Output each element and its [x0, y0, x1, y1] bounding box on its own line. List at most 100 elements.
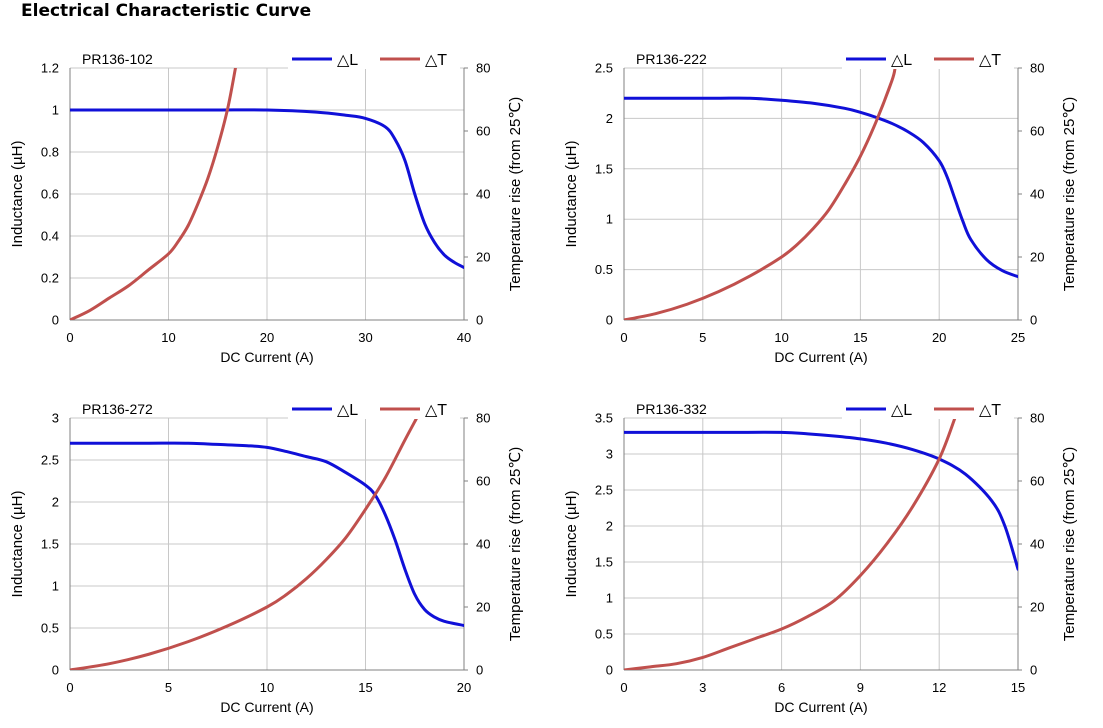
y-tick-label: 2 — [606, 111, 613, 126]
y-tick-label: 2.5 — [595, 61, 613, 76]
x-tick-label: 15 — [1011, 680, 1025, 695]
y-tick-label: 1 — [606, 591, 613, 606]
y2-tick-label: 80 — [1030, 61, 1044, 76]
y-tick-label: 0.5 — [595, 262, 613, 277]
x-axis-label: DC Current (A) — [774, 349, 867, 365]
x-tick-label: 15 — [358, 680, 372, 695]
chart-title: PR136-272 — [82, 401, 153, 417]
y-tick-label: 0.6 — [41, 187, 59, 202]
y-tick-label: 2.5 — [41, 453, 59, 468]
y-tick-label: 0 — [606, 313, 613, 328]
x-tick-label: 0 — [620, 330, 627, 345]
y2-tick-label: 40 — [476, 537, 490, 552]
y-tick-label: 0 — [606, 663, 613, 678]
x-tick-label: 40 — [457, 330, 471, 345]
y2-tick-label: 0 — [1030, 313, 1037, 328]
chart-pr136-102: 0 0.2 0.4 0.6 0.8 1 1.2 0 10 20 30 40 0 20 40 60 80 PR136… — [9, 51, 524, 365]
y2-tick-label: 0 — [1030, 663, 1037, 678]
y-tick-label: 0.8 — [41, 145, 59, 160]
temperature-line — [70, 68, 237, 320]
y2-tick-label: 60 — [476, 124, 490, 139]
y-tick-label: 0.2 — [41, 271, 59, 286]
x-tick-label: 3 — [699, 680, 706, 695]
y-tick-label: 1.5 — [595, 555, 613, 570]
y-tick-label: 2 — [52, 495, 59, 510]
y-tick-label: 0.5 — [41, 621, 59, 636]
y-tick-label: 1 — [52, 579, 59, 594]
y-tick-label: 0 — [52, 663, 59, 678]
legend-backdrop — [842, 401, 1014, 419]
y2-tick-label: 20 — [476, 600, 490, 615]
y-axis-label: Inductance (µH) — [9, 490, 26, 597]
series-group — [624, 68, 1018, 320]
page-title: Electrical Characteristic Curve — [21, 1, 312, 21]
y-tick-label: 1 — [52, 103, 59, 118]
y2-axis-label: Temperature rise (from 25℃) — [507, 97, 524, 291]
y-tick-label: 0.4 — [41, 229, 59, 244]
x-tick-label: 12 — [932, 680, 946, 695]
chart-pr136-332: 0 0.5 1 1.5 2 2.5 3 3.5 0 3 6 9 12 15 0 20 40 60 80 PR136-3… — [563, 401, 1078, 715]
chart-title: PR136-222 — [636, 51, 707, 67]
title-backdrop — [630, 51, 860, 67]
y2-tick-label: 60 — [1030, 124, 1044, 139]
series-group — [624, 418, 1018, 670]
legend-backdrop — [288, 401, 460, 419]
legend-label-inductance: △L — [337, 52, 358, 69]
y-axis-label: Inductance (µH) — [563, 140, 580, 247]
legend-label-temperature: △T — [979, 52, 1001, 69]
x-tick-label: 0 — [66, 680, 73, 695]
x-tick-label: 9 — [857, 680, 864, 695]
title-backdrop — [630, 401, 860, 417]
x-tick-label: 10 — [161, 330, 175, 345]
inductance-line — [70, 441, 464, 627]
x-tick-label: 20 — [260, 330, 274, 345]
y2-tick-label: 80 — [476, 411, 490, 426]
legend-backdrop — [288, 51, 460, 69]
y-tick-label: 3.5 — [595, 411, 613, 426]
y2-tick-label: 40 — [476, 187, 490, 202]
temperature-line — [624, 68, 897, 320]
y-tick-label: 3 — [52, 411, 59, 426]
y-tick-label: 2.5 — [595, 483, 613, 498]
temperature-line — [624, 418, 957, 670]
chart-pr136-222: 0 0.5 1 1.5 2 2.5 0 5 10 15 20 25 0 20 40 60 80 PR136-222… — [563, 51, 1078, 365]
x-tick-label: 0 — [66, 330, 73, 345]
y-tick-label: 1.2 — [41, 61, 59, 76]
x-tick-label: 25 — [1011, 330, 1025, 345]
y-tick-label: 2 — [606, 519, 613, 534]
title-backdrop — [76, 51, 306, 67]
y-axis-label: Inductance (µH) — [9, 140, 26, 247]
chart-title: PR136-332 — [636, 401, 707, 417]
y2-tick-label: 80 — [476, 61, 490, 76]
y2-tick-label: 60 — [1030, 474, 1044, 489]
title-backdrop — [76, 401, 306, 417]
x-axis-label: DC Current (A) — [220, 699, 313, 715]
y-tick-label: 3 — [606, 447, 613, 462]
y-tick-label: 1 — [606, 212, 613, 227]
y2-axis-label: Temperature rise (from 25℃) — [1061, 447, 1078, 641]
x-tick-label: 5 — [699, 330, 706, 345]
x-tick-label: 5 — [165, 680, 172, 695]
chart-pr136-272: 0 0.5 1 1.5 2 2.5 3 0 5 10 15 20 0 20 40 60 80 PR136-272 D… — [9, 401, 524, 715]
y2-tick-label: 20 — [476, 250, 490, 265]
x-tick-label: 30 — [358, 330, 372, 345]
y-tick-label: 1.5 — [595, 161, 613, 176]
legend-backdrop — [842, 51, 1014, 69]
x-axis-label: DC Current (A) — [774, 699, 867, 715]
legend-label-inductance: △L — [891, 402, 912, 419]
legend-label-temperature: △T — [425, 52, 447, 69]
inductance-line — [624, 430, 1018, 571]
y2-tick-label: 40 — [1030, 187, 1044, 202]
legend-label-inductance: △L — [891, 52, 912, 69]
chart-title: PR136-102 — [82, 51, 153, 67]
legend-label-temperature: △T — [425, 402, 447, 419]
x-tick-label: 10 — [774, 330, 788, 345]
y2-tick-label: 0 — [476, 313, 483, 328]
x-axis-label: DC Current (A) — [220, 349, 313, 365]
series-group — [70, 418, 464, 670]
inductance-line — [624, 96, 1018, 279]
temperature-line — [70, 418, 419, 670]
inductance-line — [70, 108, 464, 269]
y2-tick-label: 0 — [476, 663, 483, 678]
series-group — [70, 68, 464, 320]
